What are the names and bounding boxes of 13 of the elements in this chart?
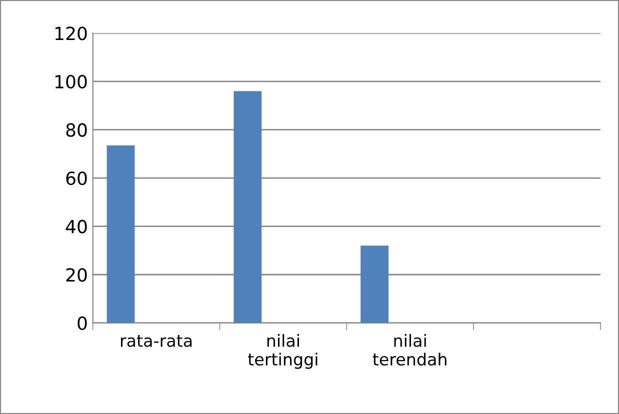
bar bbox=[234, 91, 262, 323]
x-tick-label: nilai terendah bbox=[372, 334, 446, 366]
y-tick-label: 40 bbox=[66, 220, 87, 234]
y-tick-label: 120 bbox=[56, 26, 87, 40]
bar bbox=[360, 246, 389, 323]
bar bbox=[106, 145, 135, 323]
x-tick-label: nilai tertinggi bbox=[248, 334, 318, 369]
y-tick-label: 80 bbox=[66, 123, 87, 137]
y-tick-label: 0 bbox=[78, 316, 87, 330]
y-tick-label: 20 bbox=[66, 268, 87, 282]
y-tick-label: 100 bbox=[56, 74, 87, 89]
x-tick-label: rata-rata bbox=[120, 334, 192, 347]
y-tick-label: 60 bbox=[66, 171, 87, 186]
